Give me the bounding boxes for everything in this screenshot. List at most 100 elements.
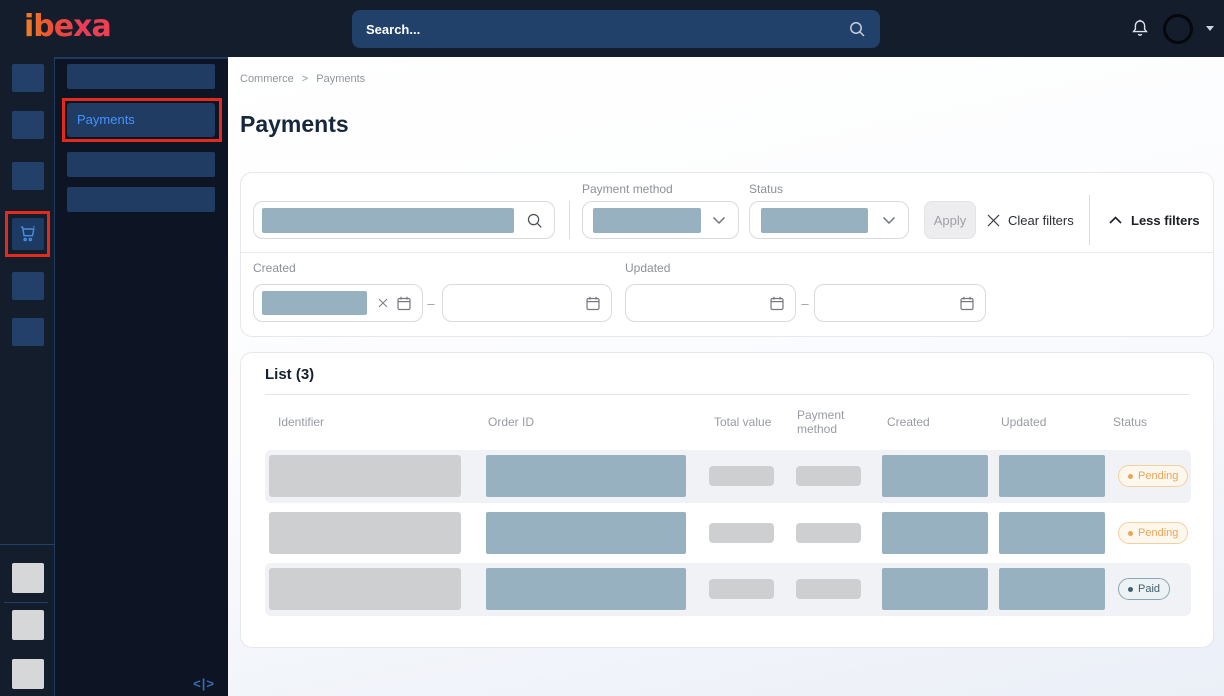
status-badge: Pending (1118, 465, 1189, 487)
calendar-icon[interactable] (396, 295, 412, 311)
status-label: Paid (1138, 583, 1161, 595)
rail-bottom-item-3[interactable] (12, 659, 44, 689)
identifier-placeholder (269, 568, 461, 610)
clear-filters-button[interactable]: Clear filters (987, 201, 1074, 239)
col-header-total-value: Total value (714, 415, 772, 429)
less-filters-button[interactable]: Less filters (1109, 201, 1200, 239)
breadcrumb: Commerce > Payments (240, 73, 365, 85)
highlight-box-cart (5, 211, 50, 257)
menu-item-placeholder-2[interactable] (67, 152, 215, 177)
status-label: Pending (1138, 527, 1179, 539)
status-badge: Pending (1118, 522, 1189, 544)
menu-item-placeholder-1[interactable] (67, 64, 215, 89)
rail-nav-item-5[interactable] (12, 272, 44, 300)
identifier-placeholder (269, 512, 461, 554)
apply-button[interactable]: Apply (924, 201, 976, 239)
chevron-up-icon (1109, 216, 1122, 224)
filters-panel: Payment method Status Apply (240, 172, 1214, 337)
total-value-placeholder (709, 523, 774, 543)
clear-x-icon (987, 214, 1000, 227)
payment-method-placeholder (796, 579, 861, 599)
chevron-down-icon (712, 216, 726, 225)
created-from-date-input[interactable] (253, 284, 423, 322)
filter-search-input[interactable] (253, 201, 555, 239)
search-icon[interactable] (526, 212, 543, 229)
rail-divider-2 (4, 602, 48, 603)
list-divider (265, 394, 1189, 395)
table-row[interactable]: Paid (265, 563, 1191, 616)
created-to-date-input[interactable] (442, 284, 612, 322)
identifier-placeholder (269, 455, 461, 497)
search-value-placeholder (262, 207, 514, 233)
rail-nav-item-1[interactable] (12, 64, 44, 92)
rail-bottom-item-1[interactable] (12, 563, 44, 593)
calendar-icon[interactable] (585, 295, 601, 311)
created-from-value-placeholder (262, 291, 367, 315)
updated-from-date-input[interactable] (625, 284, 796, 322)
total-value-placeholder (709, 466, 774, 486)
date-range-dash: – (801, 295, 809, 311)
rail-nav-item-3[interactable] (12, 162, 44, 190)
payment-method-label: Payment method (582, 182, 673, 196)
col-header-created: Created (887, 415, 930, 429)
shopping-cart-icon (18, 224, 38, 244)
col-header-status: Status (1113, 415, 1148, 429)
status-dot-icon (1128, 473, 1133, 479)
payment-method-value-placeholder (593, 207, 701, 233)
order-id-placeholder (486, 512, 686, 554)
calendar-icon[interactable] (959, 295, 975, 311)
bell-icon[interactable] (1130, 18, 1150, 39)
status-dot-icon (1128, 530, 1133, 536)
table-row[interactable]: Pending (265, 507, 1191, 560)
global-search[interactable] (352, 10, 880, 48)
created-placeholder (882, 512, 988, 554)
rail-bottom-item-2[interactable] (12, 610, 44, 640)
avatar[interactable] (1163, 13, 1193, 44)
collapse-sidebar-icon[interactable]: <|> (193, 676, 215, 691)
highlight-box-payments (62, 98, 222, 142)
created-label: Created (253, 261, 296, 275)
status-badge: Paid (1118, 578, 1171, 600)
col-header-identifier: Identifier (278, 415, 325, 429)
page-title: Payments (240, 111, 349, 137)
payments-list-panel: List (3) Identifier Order ID Total value… (240, 352, 1214, 648)
icon-rail (0, 57, 55, 696)
calendar-icon[interactable] (769, 295, 785, 311)
filter-divider-1 (569, 201, 570, 239)
order-id-placeholder (486, 455, 686, 497)
topbar: ibexa (0, 0, 1224, 57)
rail-divider (0, 544, 55, 545)
filter-divider-2 (1089, 195, 1090, 245)
updated-to-date-input[interactable] (814, 284, 986, 322)
chevron-down-icon (882, 216, 896, 225)
caret-down-icon[interactable] (1206, 26, 1214, 31)
rail-nav-item-6[interactable] (12, 318, 44, 346)
date-range-dash: – (427, 295, 435, 311)
ibexa-logo: ibexa (24, 9, 112, 44)
payment-method-placeholder (796, 523, 861, 543)
search-icon[interactable] (848, 20, 866, 38)
status-select[interactable] (749, 201, 909, 239)
rail-nav-item-2[interactable] (12, 111, 44, 139)
secondary-sidebar: Payments <|> (55, 57, 228, 696)
less-filters-label: Less filters (1131, 212, 1200, 228)
updated-placeholder (999, 512, 1105, 554)
menu-item-placeholder-3[interactable] (67, 187, 215, 212)
clear-date-icon[interactable] (378, 298, 388, 308)
total-value-placeholder (709, 579, 774, 599)
table-row[interactable]: Pending (265, 450, 1191, 503)
topbar-actions (1130, 0, 1214, 57)
global-search-input[interactable] (366, 21, 838, 37)
updated-placeholder (999, 568, 1105, 610)
list-title: List (3) (265, 366, 315, 383)
filter-rows-divider (241, 252, 1213, 253)
payment-method-select[interactable] (582, 201, 739, 239)
commerce-nav-button[interactable] (12, 218, 44, 250)
breadcrumb-commerce[interactable]: Commerce (240, 73, 294, 85)
created-placeholder (882, 455, 988, 497)
sidebar-item-payments[interactable]: Payments (67, 103, 215, 137)
col-header-payment-method: Payment method (797, 408, 845, 436)
created-placeholder (882, 568, 988, 610)
payment-method-placeholder (796, 466, 861, 486)
